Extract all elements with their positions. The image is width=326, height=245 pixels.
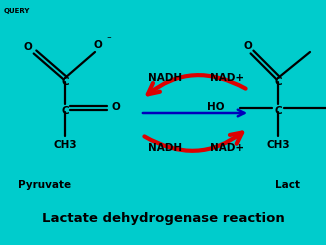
- Text: Lact: Lact: [275, 180, 300, 190]
- Text: C: C: [274, 77, 282, 87]
- Text: NAD+: NAD+: [210, 143, 244, 153]
- Text: QUERY: QUERY: [4, 8, 30, 14]
- Text: CH3: CH3: [266, 140, 290, 150]
- Text: CH3: CH3: [53, 140, 77, 150]
- Text: C: C: [61, 77, 69, 87]
- Text: ⁻: ⁻: [107, 36, 111, 45]
- Text: NAD+: NAD+: [210, 73, 244, 83]
- Text: HO: HO: [207, 102, 225, 112]
- Text: O: O: [111, 102, 120, 112]
- Text: Lactate dehydrogenase reaction: Lactate dehydrogenase reaction: [42, 211, 284, 224]
- Text: O: O: [23, 42, 32, 52]
- Text: C: C: [274, 106, 282, 116]
- Text: O: O: [94, 40, 102, 50]
- Text: C: C: [61, 106, 69, 116]
- Text: NADH: NADH: [148, 73, 182, 83]
- Text: O: O: [244, 41, 252, 51]
- Text: Pyruvate: Pyruvate: [18, 180, 71, 190]
- Text: NADH: NADH: [148, 143, 182, 153]
